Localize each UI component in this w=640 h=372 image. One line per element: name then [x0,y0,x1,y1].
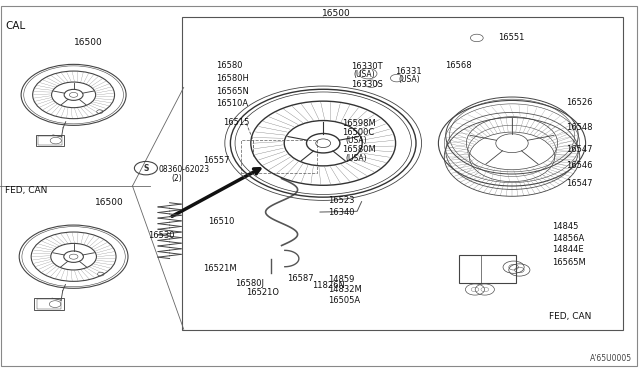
Text: 16510A: 16510A [216,99,248,108]
Text: 16546: 16546 [566,161,593,170]
Bar [37,299,61,309]
Bar [182,17,623,330]
Text: FED, CAN: FED, CAN [549,312,591,321]
Text: 16580M: 16580M [342,145,376,154]
Text: 16598M: 16598M [342,119,376,128]
Text: 16530: 16530 [148,231,175,240]
Text: CAL: CAL [5,21,26,31]
Text: 16521M: 16521M [204,264,237,273]
Text: S: S [143,164,148,173]
Text: 14859: 14859 [328,275,354,284]
Text: 16557: 16557 [204,156,230,165]
Text: (USA): (USA) [346,154,367,163]
Text: 16568: 16568 [445,61,472,70]
Text: 14845: 14845 [552,222,578,231]
Text: 16331: 16331 [396,67,422,76]
Text: (2): (2) [172,174,182,183]
Text: 14844E: 14844E [552,246,583,254]
Text: (USA): (USA) [398,76,420,84]
Text: 16523: 16523 [328,196,354,205]
Text: 16565N: 16565N [216,87,249,96]
Text: 16330S: 16330S [351,80,383,89]
Bar [241,140,317,173]
Text: 16587: 16587 [287,274,314,283]
Text: (USA): (USA) [346,136,367,145]
Text: 16340: 16340 [328,208,354,217]
Text: 16500: 16500 [74,38,102,47]
Text: 14832M: 14832M [328,285,362,294]
Text: 16526: 16526 [566,98,593,107]
Text: 16500C: 16500C [342,128,374,137]
Text: 16548: 16548 [566,123,593,132]
Text: 16505A: 16505A [328,296,360,305]
Text: 16521O: 16521O [246,288,280,296]
Text: FED, CAN: FED, CAN [5,186,47,195]
Text: 16547: 16547 [566,179,593,187]
Bar [36,135,65,147]
Text: 08360-62023: 08360-62023 [159,165,210,174]
Bar [34,298,64,310]
Text: 14856A: 14856A [552,234,584,243]
Text: A'65U0005: A'65U0005 [590,355,632,363]
Text: 16565M: 16565M [552,258,586,267]
Text: 16580: 16580 [216,61,243,70]
Text: 16500: 16500 [322,9,350,17]
Text: 16551: 16551 [498,33,524,42]
Text: 16580J: 16580J [236,279,264,288]
Text: 16510: 16510 [208,217,234,226]
Bar [38,136,61,145]
Bar [459,254,516,283]
Text: 16500: 16500 [95,198,124,207]
Text: 11826N: 11826N [312,281,345,290]
Text: (USA): (USA) [353,70,375,79]
Text: 16330T: 16330T [351,62,382,71]
Text: 16547: 16547 [566,145,593,154]
Text: 16580H: 16580H [216,74,249,83]
Text: 16515: 16515 [223,118,249,126]
